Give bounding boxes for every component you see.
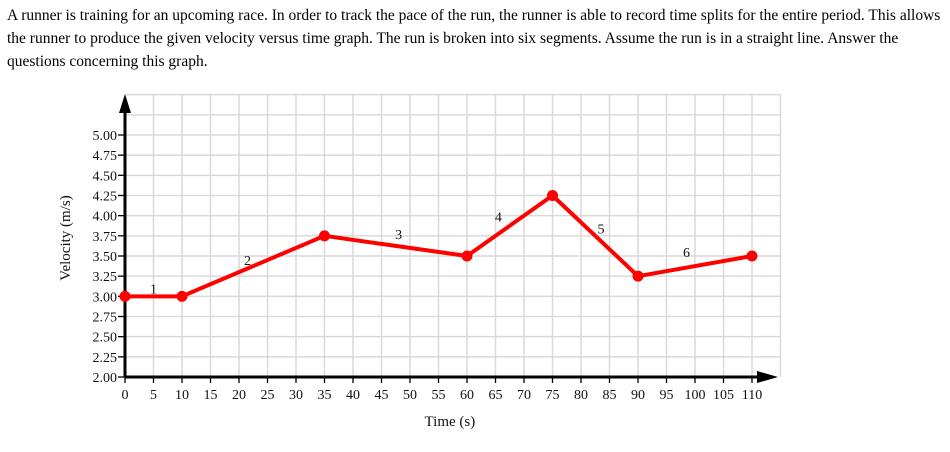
y-tick-label: 4.50 <box>93 169 118 184</box>
x-tick-label: 10 <box>175 388 189 403</box>
data-point-marker <box>746 250 758 262</box>
x-tick-label: 105 <box>713 388 734 403</box>
y-tick-label: 4.25 <box>93 189 118 204</box>
x-axis-title: Time (s) <box>425 414 476 430</box>
segment-labels: 1 2 3 4 5 6 <box>150 210 690 297</box>
y-tick-label: 5.00 <box>93 129 118 144</box>
segment-label: 3 <box>395 228 402 243</box>
segment-label: 2 <box>244 254 251 269</box>
data-point-marker <box>547 189 558 201</box>
x-tick-label: 0 <box>122 388 129 403</box>
y-tick-label: 3.00 <box>93 290 118 305</box>
x-tick-label: 90 <box>631 388 645 403</box>
x-tick-label: 70 <box>517 388 531 403</box>
x-tick-label: 40 <box>346 388 360 403</box>
y-tick-label: 4.75 <box>93 149 118 164</box>
x-tick-label: 55 <box>432 388 446 403</box>
y-tick-label: 2.25 <box>93 351 118 366</box>
x-tick-label: 20 <box>232 388 246 403</box>
y-tick-label: 2.00 <box>93 371 118 386</box>
x-tick-label: 35 <box>318 388 332 403</box>
data-point-marker <box>176 290 188 302</box>
y-tick-label: 3.25 <box>93 270 118 285</box>
y-tick-label: 3.75 <box>93 230 118 245</box>
data-point-marker <box>119 290 131 302</box>
y-axis-title: Velocity (m/s) <box>58 195 74 280</box>
x-tick-label: 110 <box>742 388 762 403</box>
x-tick-label: 5 <box>150 388 157 403</box>
data-point-marker <box>632 270 644 282</box>
segment-label: 6 <box>683 246 690 261</box>
x-tick-label: 75 <box>546 388 560 403</box>
x-tick-label: 95 <box>660 388 674 403</box>
segment-label: 1 <box>150 282 157 297</box>
y-tick-label: 2.75 <box>93 310 118 325</box>
y-tick-label: 4.00 <box>93 210 118 225</box>
segment-label: 5 <box>597 223 604 238</box>
x-tick-label: 60 <box>460 388 474 403</box>
x-tick-label: 85 <box>603 388 617 403</box>
y-axis-arrow-icon <box>119 94 131 113</box>
x-tick-label: 45 <box>375 388 389 403</box>
x-tick-label: 30 <box>289 388 303 403</box>
x-tick-label: 50 <box>403 388 417 403</box>
grid-lines <box>125 93 782 377</box>
y-tick-label: 3.50 <box>93 250 118 265</box>
x-tick-label: 25 <box>261 388 275 403</box>
data-point-marker <box>461 250 473 262</box>
data-point-marker <box>319 230 330 242</box>
question-text: A runner is training for an upcoming rac… <box>7 7 941 70</box>
data-series <box>119 189 758 302</box>
x-tick-label: 80 <box>574 388 588 403</box>
x-tick-label: 100 <box>685 388 706 403</box>
segment-label: 4 <box>495 210 502 225</box>
x-tick-label: 15 <box>204 388 218 403</box>
x-axis-arrow-icon <box>757 371 778 383</box>
axes <box>119 94 778 383</box>
y-tick-label: 2.50 <box>93 331 118 346</box>
x-tick-label: 65 <box>489 388 503 403</box>
tick-labels: 0 5 10 15 20 25 30 35 40 45 50 55 60 65 70 75 80 85 90 95 10… <box>93 129 763 403</box>
